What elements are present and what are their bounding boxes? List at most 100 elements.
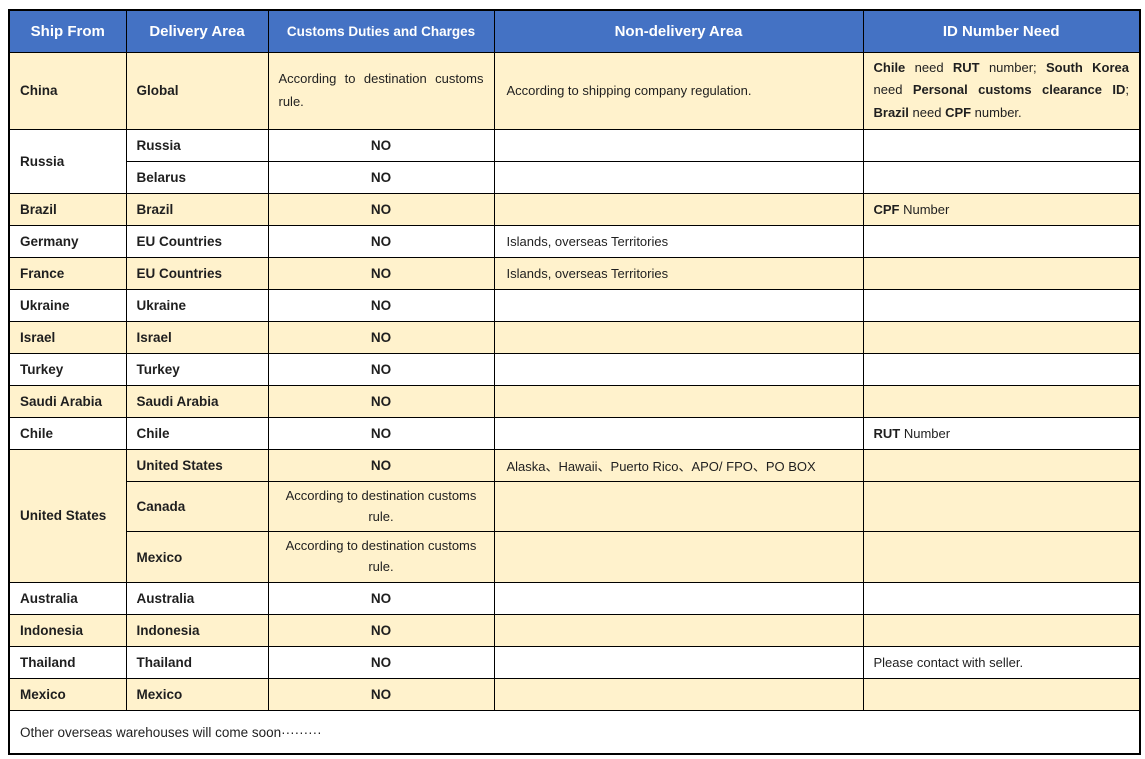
ship-from-cell: Germany — [8, 224, 127, 258]
customs-cell: According to destination customs rule. — [267, 531, 495, 583]
ship-from-cell: France — [8, 256, 127, 290]
header-delivery-area: Delivery Area — [125, 9, 269, 53]
id-number-cell — [862, 160, 1141, 194]
footer-row: Other overseas warehouses will come soon… — [8, 709, 1141, 755]
delivery-area-cell: Russia — [125, 128, 269, 162]
non-delivery-cell — [493, 531, 864, 583]
table-row: Canada According to destination customs r… — [9, 480, 1141, 533]
table-row: Chile Chile NO RUT Number — [8, 416, 1141, 450]
id-number-cell: RUT Number — [862, 416, 1141, 450]
customs-cell: NO — [267, 320, 495, 354]
delivery-area-cell: Belarus — [125, 160, 269, 194]
delivery-area-cell: Thailand — [125, 645, 269, 679]
customs-cell: NO — [267, 384, 495, 418]
delivery-area-cell: Saudi Arabia — [125, 384, 269, 418]
delivery-area-cell: Mexico — [125, 677, 269, 711]
table-header: Ship From Delivery Area Customs Duties a… — [8, 9, 1141, 53]
non-delivery-cell — [493, 677, 864, 711]
header-row: Ship From Delivery Area Customs Duties a… — [8, 9, 1141, 53]
customs-cell: NO — [267, 224, 495, 258]
ship-from-cell: Indonesia — [8, 613, 127, 647]
id-number-cell: Chile need RUT number; South Korea need … — [862, 51, 1141, 130]
ship-from-cell: Saudi Arabia — [8, 384, 127, 418]
customs-cell: NO — [267, 416, 495, 450]
header-non-delivery-area: Non-delivery Area — [493, 9, 864, 53]
customs-cell: NO — [267, 160, 495, 194]
ship-from-cell: Brazil — [8, 192, 127, 226]
table-row: China Global According to destination cust… — [8, 51, 1141, 130]
table-row: Mexico Mexico NO — [8, 677, 1141, 711]
ship-from-cell: Turkey — [8, 352, 127, 386]
customs-cell: According to destination customs rule. — [267, 480, 495, 533]
ship-from-cell: Thailand — [8, 645, 127, 679]
non-delivery-cell — [493, 581, 864, 615]
customs-cell: NO — [267, 256, 495, 290]
table-row: Belarus NO — [9, 160, 1141, 194]
id-number-cell — [862, 531, 1141, 583]
non-delivery-cell — [493, 480, 864, 533]
shipping-table: Ship From Delivery Area Customs Duties a… — [8, 9, 1141, 756]
non-delivery-cell — [493, 384, 864, 418]
table-footer: Other overseas warehouses will come soon… — [8, 709, 1141, 755]
customs-cell: NO — [267, 288, 495, 322]
customs-cell: NO — [267, 448, 495, 482]
non-delivery-cell: Islands, overseas Territories — [493, 256, 864, 290]
table-row: Indonesia Indonesia NO — [8, 613, 1141, 647]
ship-from-cell: Ukraine — [8, 288, 127, 322]
table-row: Turkey Turkey NO — [8, 352, 1141, 386]
id-number-cell — [862, 352, 1141, 386]
non-delivery-cell — [493, 160, 864, 194]
delivery-area-cell: Israel — [125, 320, 269, 354]
id-number-cell — [862, 480, 1141, 533]
delivery-area-cell: Global — [125, 51, 269, 130]
table-row: Germany EU Countries NO Islands, overseas T… — [8, 224, 1141, 258]
delivery-area-cell: Canada — [125, 480, 269, 533]
non-delivery-cell — [493, 192, 864, 226]
non-delivery-cell: Islands, overseas Territories — [493, 224, 864, 258]
table-body: China Global According to destination cust… — [8, 51, 1141, 711]
id-number-cell — [862, 256, 1141, 290]
ship-from-cell: United States — [8, 448, 127, 583]
delivery-area-cell: United States — [125, 448, 269, 482]
delivery-area-cell: Indonesia — [125, 613, 269, 647]
table-row: Russia Russia NO — [8, 128, 1141, 194]
non-delivery-cell — [493, 613, 864, 647]
table-row: Thailand Thailand NO Please contact with se… — [8, 645, 1141, 679]
customs-cell: NO — [267, 645, 495, 679]
delivery-area-cell: EU Countries — [125, 224, 269, 258]
non-delivery-cell — [493, 128, 864, 162]
customs-cell: According to destination customs rule. — [267, 51, 495, 130]
customs-cell: NO — [267, 581, 495, 615]
ship-from-cell: Australia — [8, 581, 127, 615]
id-number-cell — [862, 224, 1141, 258]
non-delivery-cell — [493, 645, 864, 679]
id-number-cell — [862, 320, 1141, 354]
delivery-area-cell: Brazil — [125, 192, 269, 226]
customs-cell: NO — [267, 613, 495, 647]
non-delivery-cell: Alaska、Hawaii、Puerto Rico、APO/ FPO、PO BO… — [493, 448, 864, 482]
table-row: Israel Israel NO — [8, 320, 1141, 354]
non-delivery-cell — [493, 288, 864, 322]
id-number-cell — [862, 288, 1141, 322]
ship-from-cell: Russia — [8, 128, 127, 194]
delivery-area-cell: Ukraine — [125, 288, 269, 322]
id-number-cell — [862, 128, 1141, 162]
delivery-area-cell: EU Countries — [125, 256, 269, 290]
id-number-cell — [862, 581, 1141, 615]
delivery-area-cell: Chile — [125, 416, 269, 450]
non-delivery-cell — [493, 416, 864, 450]
id-number-cell — [862, 448, 1141, 482]
table-row: France EU Countries NO Islands, overseas Te… — [8, 256, 1141, 290]
non-delivery-cell — [493, 352, 864, 386]
customs-cell: NO — [267, 192, 495, 226]
delivery-area-cell: Turkey — [125, 352, 269, 386]
table-row: Mexico According to destination customs r… — [9, 531, 1141, 583]
delivery-area-cell: Australia — [125, 581, 269, 615]
delivery-area-cell: Mexico — [125, 531, 269, 583]
customs-cell: NO — [267, 677, 495, 711]
table-row: Ukraine Ukraine NO — [8, 288, 1141, 322]
table-row: Brazil Brazil NO CPF Number — [8, 192, 1141, 226]
id-number-cell — [862, 384, 1141, 418]
ship-from-cell: Israel — [8, 320, 127, 354]
